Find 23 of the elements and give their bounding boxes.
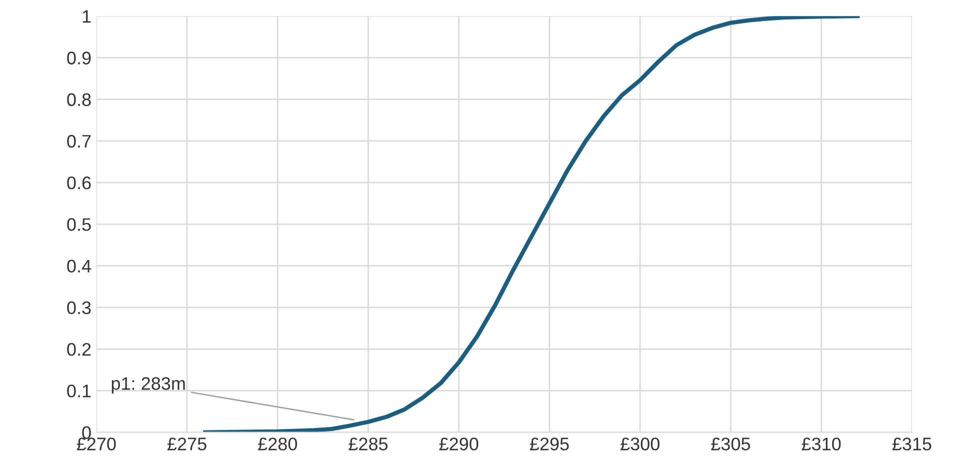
- annotation: p1: 283m: [112, 377, 185, 394]
- y-tick-label: 0.9: [67, 52, 91, 64]
- y-tick-label: 1: [82, 10, 91, 23]
- y-tick-label: 0.6: [67, 176, 91, 190]
- y-tick-label: 0.2: [67, 342, 91, 356]
- y-tick-label: 0.3: [67, 301, 91, 314]
- x-tick-label: £300: [620, 438, 660, 450]
- x-tick-label: £310: [802, 438, 841, 450]
- x-tick-label: £305: [711, 438, 750, 450]
- line-series: [203, 16, 860, 432]
- x-tick-label: £270: [76, 438, 116, 450]
- y-tick-label: 0.1: [67, 384, 91, 398]
- x-tick-label: £285: [348, 438, 388, 450]
- x-tick-label: £315: [892, 438, 932, 450]
- x-tick-label: £290: [439, 438, 478, 450]
- x-tick-label: £295: [530, 438, 569, 450]
- y-tick-label: 0.5: [67, 218, 91, 231]
- y-tick-label: 0: [82, 426, 91, 440]
- y-tick-label: 0.8: [67, 93, 91, 106]
- x-tick-label: £280: [258, 438, 298, 450]
- y-tick-label: 0.4: [67, 260, 92, 273]
- x-tick-label: £275: [167, 438, 206, 450]
- y-tick-label: 0.7: [67, 134, 91, 148]
